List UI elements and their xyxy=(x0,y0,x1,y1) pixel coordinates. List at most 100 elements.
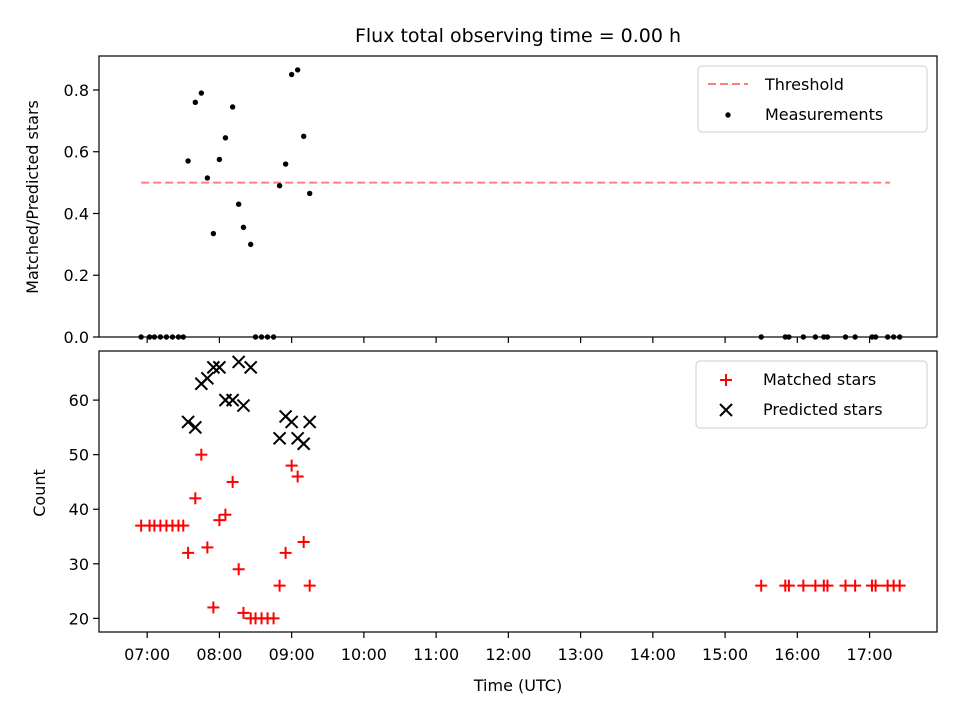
predicted-star-point xyxy=(188,420,203,435)
matched-star-point xyxy=(285,459,298,472)
measurement-point xyxy=(151,334,158,340)
measurement-point xyxy=(180,334,186,340)
measurement-point xyxy=(852,334,858,340)
measurement-point xyxy=(157,334,164,340)
count-y-axis-label: Count xyxy=(30,469,49,517)
matched-star-point xyxy=(232,563,245,576)
measurement-point xyxy=(842,334,849,340)
count-legend-box xyxy=(695,360,928,429)
count-xtick-label: 14:00 xyxy=(630,645,676,664)
predicted-star-point xyxy=(236,398,251,413)
predicted-star-point xyxy=(225,393,240,407)
count-ytick-label: 20 xyxy=(69,609,89,628)
matched-star-point xyxy=(849,579,862,592)
predicted-star-point xyxy=(212,360,227,375)
measurement-point xyxy=(896,334,903,340)
measurement-point xyxy=(210,230,217,237)
measurement-point xyxy=(824,334,831,340)
count-panel: 20 30 40 50 60 07:00 08:00 09:00 10:00 11:00 12:0… xyxy=(30,350,938,695)
predicted-star-point xyxy=(302,415,317,429)
measurement-point xyxy=(204,175,211,181)
predicted-star-point xyxy=(200,371,215,385)
count-xtick-label: 09:00 xyxy=(269,645,315,664)
measurement-point xyxy=(758,334,764,340)
predicted-star-point xyxy=(206,360,221,375)
measurement-point xyxy=(175,334,182,340)
measurement-point xyxy=(300,133,307,139)
measurements-legend-marker xyxy=(725,112,731,118)
x-axis-label: Time (UTC) xyxy=(473,676,562,695)
matched-star-point xyxy=(869,579,882,592)
predicted-star-point xyxy=(284,415,299,429)
threshold-legend-label: Threshold xyxy=(764,75,844,94)
predicted-star-point xyxy=(272,431,287,446)
ratio-ytick-label: 0.8 xyxy=(64,81,89,100)
ratio-panel: 0.00.20.40.60.8 Matched/Predicted stars … xyxy=(23,55,938,347)
matched-star-point xyxy=(291,470,304,483)
measurement-point xyxy=(192,99,199,106)
count-xtick-label: 11:00 xyxy=(413,645,459,664)
measurement-point xyxy=(138,334,144,340)
predicted-legend-marker xyxy=(719,403,733,417)
measurement-point xyxy=(276,182,283,189)
measurement-point xyxy=(216,156,223,163)
measurement-point xyxy=(800,334,807,340)
matched-star-point xyxy=(297,535,310,548)
measurement-point xyxy=(248,241,254,248)
count-xtick-label: 10:00 xyxy=(341,645,387,664)
count-xtick-label: 15:00 xyxy=(702,645,748,664)
measurement-point xyxy=(185,158,191,164)
matched-star-point xyxy=(755,579,768,592)
measurement-point xyxy=(264,334,271,340)
count-xtick-label: 08:00 xyxy=(196,645,242,664)
measurement-point xyxy=(240,224,247,231)
matched-star-point xyxy=(237,606,250,619)
predicted-legend-label: Predicted stars xyxy=(763,400,883,419)
ratio-legend-box xyxy=(697,65,928,133)
count-xtick-label: 17:00 xyxy=(847,645,893,664)
count-ytick-label: 40 xyxy=(69,500,89,519)
count-xtick-label: 13:00 xyxy=(558,645,604,664)
measurement-point xyxy=(288,71,295,78)
ratio-legend: Threshold Measurements xyxy=(697,65,928,133)
matched-legend-marker xyxy=(720,374,732,386)
measurement-point xyxy=(146,334,153,340)
measurement-point xyxy=(812,334,819,340)
count-xtick-label: 07:00 xyxy=(124,645,170,664)
matched-star-point xyxy=(213,514,226,527)
count-ytick-label: 30 xyxy=(69,555,89,574)
measurement-point xyxy=(222,135,229,141)
count-ytick-label: 60 xyxy=(69,391,89,410)
predicted-star-point xyxy=(243,360,258,375)
measurement-point xyxy=(198,90,205,96)
count-legend: Matched stars Predicted stars xyxy=(695,360,928,429)
measurement-point xyxy=(235,201,242,207)
measurement-point xyxy=(282,161,289,167)
matched-star-point xyxy=(177,519,190,532)
measurement-point xyxy=(294,67,301,73)
ratio-ytick-label: 0.0 xyxy=(64,328,89,347)
predicted-star-point xyxy=(296,437,311,451)
matched-star-point xyxy=(893,579,906,592)
count-xtick-label: 12:00 xyxy=(485,645,531,664)
matched-star-point xyxy=(782,579,795,592)
matched-star-point xyxy=(201,541,214,554)
matched-star-point xyxy=(195,448,208,461)
measurement-point xyxy=(169,334,176,340)
ratio-ytick-label: 0.2 xyxy=(64,266,89,285)
ratio-ytick-label: 0.4 xyxy=(64,204,89,223)
predicted-star-point xyxy=(181,415,195,429)
measurement-point xyxy=(229,104,236,110)
measurement-point xyxy=(786,334,792,340)
matched-star-point xyxy=(207,601,220,614)
measurement-point xyxy=(163,334,170,340)
measurement-point xyxy=(258,334,265,340)
count-xtick-label: 16:00 xyxy=(774,645,820,664)
measurement-point xyxy=(890,334,897,340)
matched-star-point xyxy=(303,579,316,592)
count-ytick-label: 50 xyxy=(69,446,89,465)
measurements-legend-label: Measurements xyxy=(765,105,883,124)
matched-star-point xyxy=(821,579,834,592)
matched-star-point xyxy=(273,579,286,592)
